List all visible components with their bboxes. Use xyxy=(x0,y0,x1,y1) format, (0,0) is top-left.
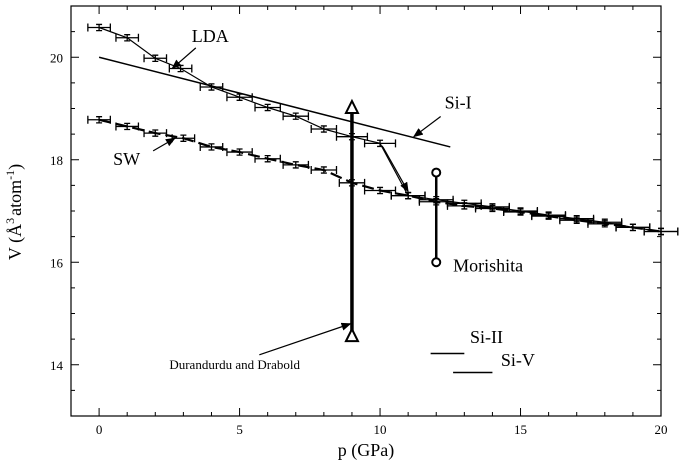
series-1-point xyxy=(310,125,338,133)
y-tick-label: 14 xyxy=(50,358,64,373)
error-bar xyxy=(226,93,253,102)
error-bar xyxy=(87,23,111,32)
range-bar-morishita-top-marker xyxy=(431,167,442,178)
x-tick-label: 10 xyxy=(374,422,387,437)
error-bar xyxy=(587,219,623,228)
series-2-point xyxy=(615,223,651,232)
y-tick-label: 18 xyxy=(50,153,63,168)
x-tick-label: 5 xyxy=(236,422,243,437)
error-bar xyxy=(390,191,426,200)
x-tick-label: 0 xyxy=(96,422,103,437)
error-bar xyxy=(115,122,140,131)
annotation-si-i-label: Si-I xyxy=(445,93,472,113)
series-2-point xyxy=(199,142,224,151)
reference-line-si-i xyxy=(98,56,451,148)
error-bar xyxy=(282,112,310,121)
series-1-point xyxy=(254,103,281,112)
series-2-point xyxy=(446,201,482,210)
annotation-si-i-arrow xyxy=(412,116,442,138)
series-2-point xyxy=(282,160,310,169)
annotation-lda-label: LDA xyxy=(192,26,229,46)
x-tick-label: 20 xyxy=(655,422,668,437)
series-2-point xyxy=(474,204,510,213)
series-2-point xyxy=(254,154,281,163)
range-bar-durandurdu-top-marker xyxy=(344,98,360,114)
annotation-si-v-label: Si-V xyxy=(501,350,535,370)
series-2-point xyxy=(226,148,253,157)
annotation-sw-arrow xyxy=(152,137,176,152)
series-1-point xyxy=(87,23,111,32)
x-axis-title: p (GPa) xyxy=(338,440,395,461)
error-bar xyxy=(474,204,510,213)
error-bar xyxy=(559,216,595,225)
error-bar xyxy=(226,148,253,157)
annotation-durandurdu-label: Durandurdu and Drabold xyxy=(169,357,300,372)
error-bar xyxy=(363,186,397,195)
error-bar xyxy=(531,212,567,221)
y-axis-title: V (Å3atom-1) xyxy=(3,164,26,260)
error-bar xyxy=(310,166,338,174)
series-2-point xyxy=(310,166,338,174)
series-2-point xyxy=(559,216,595,225)
series-2-point xyxy=(531,212,567,221)
error-bar xyxy=(115,33,140,42)
error-bar xyxy=(282,160,310,169)
range-bar-durandurdu-bottom-marker xyxy=(344,326,360,343)
annotation-lda-arrow xyxy=(171,47,197,70)
annotation-sw-label: SW xyxy=(113,149,140,169)
pointer-arrow xyxy=(382,146,409,193)
series-2-point xyxy=(503,208,539,217)
series-2-point xyxy=(87,115,111,124)
series-1-point xyxy=(143,54,168,63)
error-bar xyxy=(446,201,482,210)
error-bar xyxy=(199,82,224,91)
series-2-point xyxy=(390,191,426,200)
error-bar xyxy=(363,139,397,148)
y-tick-label: 20 xyxy=(50,50,63,65)
error-bar xyxy=(310,125,338,133)
range-bar-morishita-bottom-marker xyxy=(431,257,442,268)
error-bar xyxy=(254,103,281,112)
annotation-morishita-label: Morishita xyxy=(453,255,523,275)
series-1-point xyxy=(115,33,140,42)
series-2-point xyxy=(115,122,140,131)
series-2-point xyxy=(363,186,397,195)
y-tick-label: 16 xyxy=(50,255,64,270)
error-bar xyxy=(199,142,224,151)
x-tick-label: 15 xyxy=(514,422,527,437)
error-bar xyxy=(143,129,168,138)
error-bar xyxy=(503,208,539,217)
series-1-point xyxy=(363,139,397,148)
series-2-point xyxy=(587,219,623,228)
error-bar xyxy=(254,154,281,163)
series-2-point xyxy=(143,129,168,138)
series-1-point xyxy=(199,82,224,91)
plot-frame xyxy=(70,5,662,417)
annotation-si-ii-label: Si-II xyxy=(470,327,503,347)
error-bar xyxy=(143,54,168,63)
error-bar xyxy=(615,223,651,232)
series-1-point xyxy=(282,112,310,121)
error-bar xyxy=(87,115,111,124)
series-1-point xyxy=(226,93,253,102)
annotation-durandurdu-arrow xyxy=(259,322,352,356)
